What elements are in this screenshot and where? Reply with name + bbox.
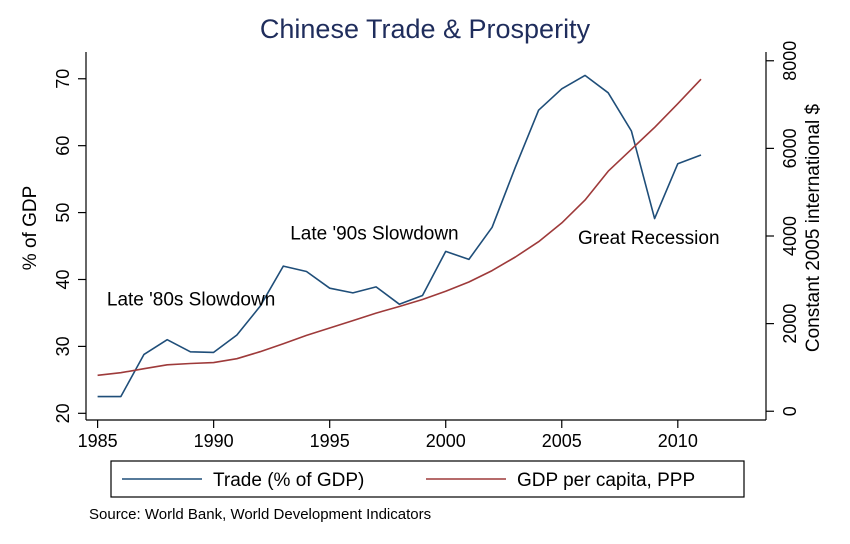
y-axis-ticks: 20 30 40 50 60 70 — [53, 69, 86, 423]
y2-tick-label: 6000 — [780, 128, 800, 168]
annotation-label: Late '90s Slowdown — [290, 223, 458, 244]
annotations-group: Late '80s Slowdown Late '90s Slowdown Grea… — [107, 223, 720, 310]
y2-tick-label: 8000 — [780, 41, 800, 81]
y-tick-label: 60 — [53, 136, 73, 156]
series-line-trade — [97, 74, 702, 398]
y-tick-label: 70 — [53, 69, 73, 89]
y-tick-label: 40 — [53, 269, 73, 289]
source-note: Source: World Bank, World Development In… — [89, 506, 431, 523]
annotation-label: Great Recession — [578, 228, 720, 249]
y-tick-label: 20 — [53, 403, 73, 423]
y-tick-label: 50 — [53, 203, 73, 223]
x-axis-ticks: 1985 1990 1995 2000 2005 2010 — [78, 420, 698, 451]
series-line-gdp-per-capita — [97, 78, 702, 377]
legend-label-gdp: GDP per capita, PPP — [517, 470, 695, 491]
x-tick-label: 2000 — [426, 431, 466, 451]
y-axis-title: % of GDP — [20, 186, 41, 270]
x-tick-label: 2005 — [542, 431, 582, 451]
annotation-label: Late '80s Slowdown — [107, 290, 275, 311]
x-tick-label: 2010 — [658, 431, 698, 451]
y2-axis-title: Constant 2005 international $ — [803, 103, 824, 352]
y2-tick-label: 2000 — [780, 304, 800, 344]
series-group — [97, 74, 702, 398]
legend-label-trade: Trade (% of GDP) — [213, 470, 364, 491]
x-tick-label: 1990 — [194, 431, 234, 451]
x-tick-label: 1995 — [310, 431, 350, 451]
x-tick-label: 1985 — [78, 431, 118, 451]
y2-tick-label: 4000 — [780, 216, 800, 256]
chart-title: Chinese Trade & Prosperity — [260, 14, 591, 44]
y2-tick-label: 0 — [780, 406, 800, 416]
y2-axis-ticks: 0 2000 4000 6000 8000 — [766, 41, 800, 416]
y-tick-label: 30 — [53, 336, 73, 356]
